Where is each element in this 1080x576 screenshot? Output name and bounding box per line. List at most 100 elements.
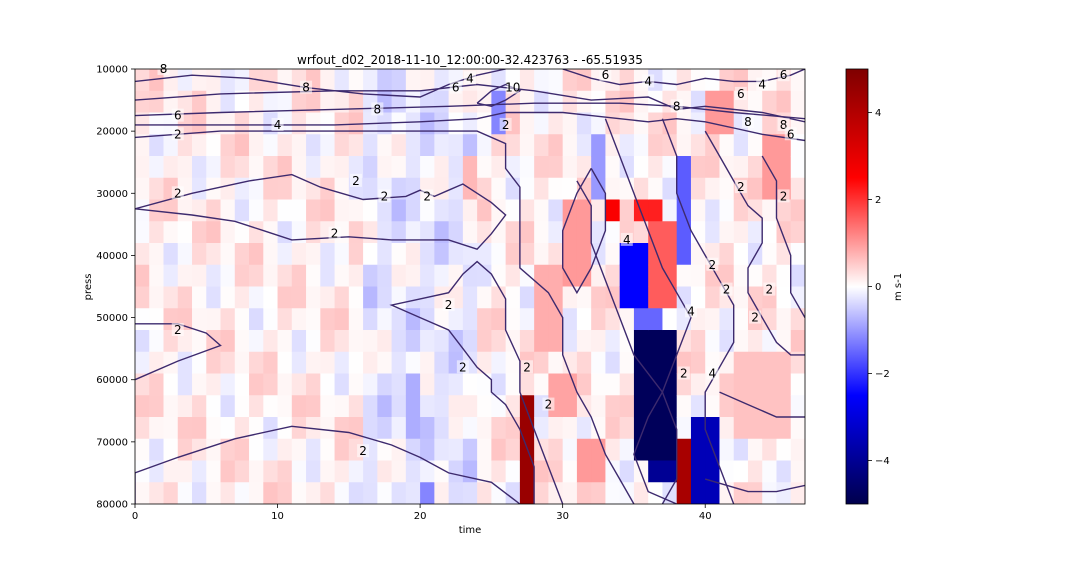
heatmap-cell <box>520 113 535 135</box>
heatmap-cell <box>392 308 407 330</box>
heatmap-cell <box>648 439 663 461</box>
heatmap-cell <box>263 265 278 287</box>
heatmap-cell <box>149 265 164 287</box>
heatmap-cell <box>349 69 364 91</box>
heatmap-cell <box>762 461 777 483</box>
heatmap-cell <box>420 395 435 417</box>
heatmap-cell <box>776 352 791 374</box>
heatmap-cell <box>221 352 236 374</box>
heatmap-cell <box>406 134 421 156</box>
heatmap-cell <box>534 352 549 374</box>
heatmap-cell <box>662 461 677 483</box>
heatmap-cell <box>335 69 350 91</box>
heatmap-cell <box>292 200 307 222</box>
heatmap-cell <box>548 178 563 200</box>
heatmap-cell <box>263 308 278 330</box>
heatmap-cell <box>520 265 535 287</box>
heatmap-cell <box>178 417 193 439</box>
heatmap-cell <box>263 352 278 374</box>
heatmap-cell <box>605 330 620 352</box>
heatmap-cell <box>235 395 250 417</box>
heatmap-cell <box>221 221 236 243</box>
heatmap-cell <box>719 330 734 352</box>
heatmap-cell <box>278 265 293 287</box>
heatmap-cell <box>477 374 492 396</box>
heatmap-cell <box>748 417 763 439</box>
heatmap-cell <box>164 243 179 265</box>
heatmap-cell <box>206 330 221 352</box>
heatmap-cell <box>648 417 663 439</box>
heatmap-cell <box>449 374 464 396</box>
heatmap-cell <box>605 178 620 200</box>
heatmap-cell <box>762 352 777 374</box>
heatmap-cell <box>506 243 521 265</box>
y-tick-label: 50000 <box>96 313 128 324</box>
heatmap-cell <box>520 243 535 265</box>
heatmap-cell <box>791 265 806 287</box>
heatmap-cell <box>634 156 649 178</box>
heatmap-cell <box>734 265 749 287</box>
heatmap-cell <box>548 352 563 374</box>
heatmap-cell <box>178 287 193 309</box>
heatmap-cell <box>335 482 350 504</box>
heatmap-cell <box>477 134 492 156</box>
heatmap-cell <box>748 178 763 200</box>
heatmap-cell <box>221 287 236 309</box>
heatmap-cell <box>349 461 364 483</box>
contour-label: 6 <box>737 87 745 101</box>
heatmap-cell <box>192 374 207 396</box>
heatmap-cell <box>320 200 335 222</box>
heatmap-cell <box>620 113 635 135</box>
heatmap-cell <box>249 308 264 330</box>
heatmap-cell <box>235 221 250 243</box>
heatmap-cell <box>662 221 677 243</box>
x-tick-label: 40 <box>699 511 712 522</box>
heatmap-cell <box>434 156 449 178</box>
heatmap-cell <box>548 330 563 352</box>
heatmap-cell <box>520 91 535 113</box>
heatmap-cell <box>591 461 606 483</box>
heatmap-cell <box>320 482 335 504</box>
heatmap-cell <box>149 221 164 243</box>
heatmap-cell <box>320 330 335 352</box>
heatmap-cell <box>377 265 392 287</box>
heatmap-cell <box>662 178 677 200</box>
heatmap-cell <box>620 374 635 396</box>
heatmap-cell <box>506 352 521 374</box>
heatmap-cell <box>577 482 592 504</box>
heatmap-cell <box>605 374 620 396</box>
heatmap-cell <box>648 287 663 309</box>
heatmap-cell <box>292 134 307 156</box>
contour-label: 4 <box>274 118 282 132</box>
heatmap-cell <box>677 69 692 91</box>
heatmap-cell <box>748 265 763 287</box>
heatmap-cell <box>335 265 350 287</box>
heatmap-cell <box>605 156 620 178</box>
contour-label: 2 <box>780 189 788 203</box>
heatmap-cell <box>206 69 221 91</box>
heatmap-cell <box>506 178 521 200</box>
heatmap-cell <box>520 374 535 396</box>
heatmap-cell <box>406 243 421 265</box>
heatmap-cell <box>377 287 392 309</box>
heatmap-cell <box>406 417 421 439</box>
heatmap-cell <box>406 156 421 178</box>
heatmap-cell <box>691 374 706 396</box>
heatmap-cell <box>135 482 150 504</box>
heatmap-cell <box>135 221 150 243</box>
heatmap-cell <box>292 308 307 330</box>
heatmap-cell <box>762 134 777 156</box>
heatmap-cell <box>748 395 763 417</box>
heatmap-cell <box>748 439 763 461</box>
heatmap-cell <box>164 395 179 417</box>
heatmap-cell <box>534 178 549 200</box>
heatmap-cell <box>335 178 350 200</box>
heatmap-cell <box>249 374 264 396</box>
heatmap-cell <box>206 482 221 504</box>
heatmap-cell <box>306 308 321 330</box>
heatmap-cell <box>292 461 307 483</box>
y-tick-label: 10000 <box>96 65 128 76</box>
heatmap-cell <box>349 374 364 396</box>
heatmap-cell <box>620 461 635 483</box>
heatmap-cell <box>563 265 578 287</box>
